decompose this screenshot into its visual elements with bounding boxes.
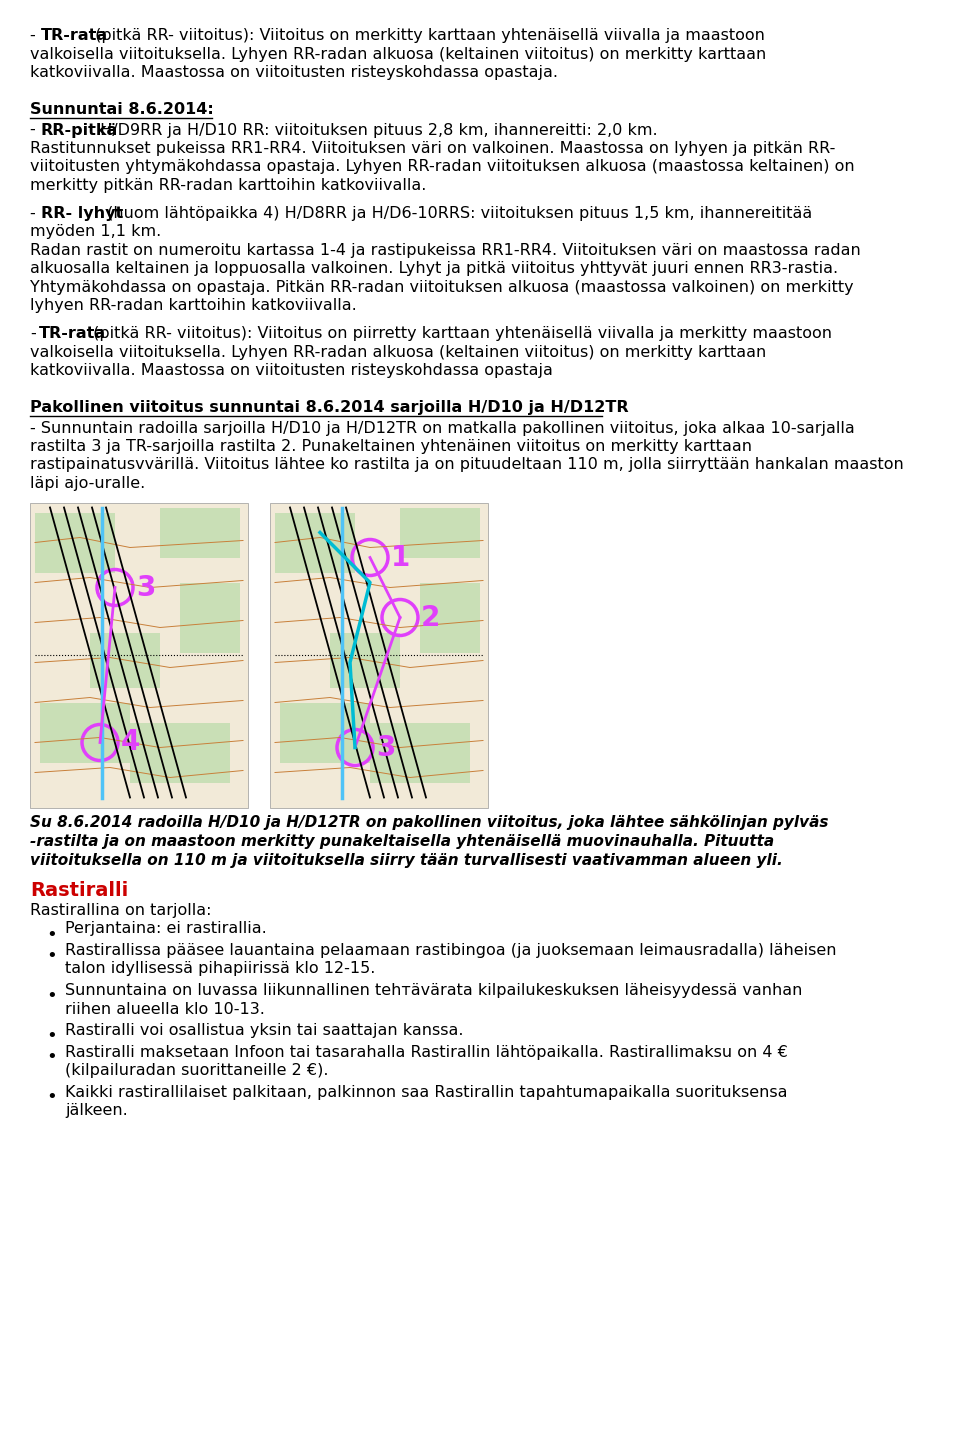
Text: riihen alueella klo 10-13.: riihen alueella klo 10-13. <box>65 1001 265 1017</box>
Bar <box>280 703 370 762</box>
Text: katkoviivalla. Maastossa on viitoitusten risteyskohdassa opastaja: katkoviivalla. Maastossa on viitoitusten… <box>30 362 553 378</box>
Text: myöden 1,1 km.: myöden 1,1 km. <box>30 224 161 239</box>
Text: 2: 2 <box>421 604 441 631</box>
Text: - Sunnuntain radoilla sarjoilla H/D10 ja H/D12TR on matkalla pakollinen viitoitu: - Sunnuntain radoilla sarjoilla H/D10 ja… <box>30 420 854 435</box>
Text: -rastilta ja on maastoon merkitty punakeltaisella yhtenäisellä muovinauhalla. Pi: -rastilta ja on maastoon merkitty punake… <box>30 834 774 850</box>
Text: Radan rastit on numeroitu kartassa 1-4 ja rastipukeissa RR1-RR4. Viitoituksen vä: Radan rastit on numeroitu kartassa 1-4 j… <box>30 243 861 258</box>
Text: Su 8.6.2014 radoilla H/D10 ja H/D12TR on pakollinen viitoitus, joka lähtee sähkö: Su 8.6.2014 radoilla H/D10 ja H/D12TR on… <box>30 815 828 831</box>
Bar <box>270 502 488 808</box>
Text: -: - <box>30 326 36 340</box>
Bar <box>275 512 355 572</box>
Text: (pitkä RR- viitoitus): Viitoitus on merkitty karttaan yhtenäisellä viivalla ja m: (pitkä RR- viitoitus): Viitoitus on merk… <box>90 28 765 44</box>
Text: Rastiralli maksetaan Infoon tai tasarahalla Rastirallin lähtöpaikalla. Rastirall: Rastiralli maksetaan Infoon tai tasaraha… <box>65 1045 788 1059</box>
Text: läpi ajo-uralle.: läpi ajo-uralle. <box>30 476 145 490</box>
Text: 3: 3 <box>136 573 156 601</box>
Text: Yhtymäkohdassa on opastaja. Pitkän RR-radan viitoituksen alkuosa (maastossa valk: Yhtymäkohdassa on opastaja. Pitkän RR-ra… <box>30 279 853 295</box>
Text: Rastiralli: Rastiralli <box>30 880 129 901</box>
Text: -: - <box>30 28 41 44</box>
Bar <box>30 502 248 808</box>
Text: merkitty pitkän RR-radan karttoihin katkoviivalla.: merkitty pitkän RR-radan karttoihin katk… <box>30 178 426 194</box>
Text: talon idyllisessä pihapiirissä klo 12-15.: talon idyllisessä pihapiirissä klo 12-15… <box>65 962 375 976</box>
Text: viitoituksella on 110 m ja viitoituksella siirry tään turvallisesti vaativamman : viitoituksella on 110 m ja viitoituksell… <box>30 853 782 867</box>
Text: Rastirallissa pääsee lauantaina pelaamaan rastibingoa (ja juoksemaan leimausrada: Rastirallissa pääsee lauantaina pelaamaa… <box>65 943 836 957</box>
Text: viitoitusten yhtymäkohdassa opastaja. Lyhyen RR-radan viitoituksen alkuosa (maas: viitoitusten yhtymäkohdassa opastaja. Ly… <box>30 160 854 175</box>
Text: Perjantaina: ei rastirallia.: Perjantaina: ei rastirallia. <box>65 921 267 937</box>
Text: •: • <box>47 1027 58 1045</box>
Bar <box>90 633 160 688</box>
Text: Kaikki rastirallilaiset palkitaan, palkinnon saa Rastirallin tapahtumapaikalla s: Kaikki rastirallilaiset palkitaan, palki… <box>65 1084 787 1100</box>
Text: katkoviivalla. Maastossa on viitoitusten risteyskohdassa opastaja.: katkoviivalla. Maastossa on viitoitusten… <box>30 65 558 80</box>
Text: 1: 1 <box>391 544 410 572</box>
Text: Sunnuntaina on luvassa liikunnallinen tehтävärata kilpailukeskuksen läheisyydess: Sunnuntaina on luvassa liikunnallinen te… <box>65 984 803 998</box>
Text: Rastiralli voi osallistua yksin tai saattajan kanssa.: Rastiralli voi osallistua yksin tai saat… <box>65 1023 464 1037</box>
Text: H/D9RR ja H/D10 RR: viitoituksen pituus 2,8 km, ihannereitti: 2,0 km.: H/D9RR ja H/D10 RR: viitoituksen pituus … <box>95 122 658 138</box>
Bar <box>370 723 470 783</box>
Bar <box>130 723 230 783</box>
Text: -: - <box>30 122 41 138</box>
Text: (pitkä RR- viitoitus): Viitoitus on piirretty karttaan yhtenäisellä viivalla ja : (pitkä RR- viitoitus): Viitoitus on piir… <box>88 326 832 340</box>
Bar <box>420 582 480 652</box>
Text: •: • <box>47 1049 58 1067</box>
Text: valkoisella viitoituksella. Lyhyen RR-radan alkuosa (keltainen viitoitus) on mer: valkoisella viitoituksella. Lyhyen RR-ra… <box>30 345 766 359</box>
Bar <box>160 508 240 557</box>
Text: RR-pitkä: RR-pitkä <box>41 122 118 138</box>
Text: Rastirallina on tarjolla:: Rastirallina on tarjolla: <box>30 904 211 918</box>
Bar <box>35 512 115 572</box>
Text: Sunnuntai 8.6.2014:: Sunnuntai 8.6.2014: <box>30 102 214 116</box>
Text: -: - <box>30 205 41 221</box>
Text: 3: 3 <box>376 733 396 761</box>
Text: rastilta 3 ja TR-sarjoilla rastilta 2. Punakeltainen yhtenäinen viitoitus on mer: rastilta 3 ja TR-sarjoilla rastilta 2. P… <box>30 439 752 454</box>
Text: •: • <box>47 986 58 1005</box>
Bar <box>400 508 480 557</box>
Text: •: • <box>47 1088 58 1106</box>
Text: •: • <box>47 925 58 943</box>
Text: lyhyen RR-radan karttoihin katkoviivalla.: lyhyen RR-radan karttoihin katkoviivalla… <box>30 298 357 313</box>
Text: rastipainatusvvärillä. Viitoitus lähtee ko rastilta ja on pituudeltaan 110 m, jo: rastipainatusvvärillä. Viitoitus lähtee … <box>30 457 903 473</box>
Text: •: • <box>47 947 58 965</box>
Text: Pakollinen viitoitus sunnuntai 8.6.2014 sarjoilla H/D10 ja H/D12TR: Pakollinen viitoitus sunnuntai 8.6.2014 … <box>30 400 629 415</box>
Text: Rastitunnukset pukeissa RR1-RR4. Viitoituksen väri on valkoinen. Maastossa on ly: Rastitunnukset pukeissa RR1-RR4. Viitoit… <box>30 141 835 156</box>
Bar <box>330 633 400 688</box>
Text: (huom lähtöpaikka 4) H/D8RR ja H/D6-10RRS: viitoituksen pituus 1,5 km, ihannerei: (huom lähtöpaikka 4) H/D8RR ja H/D6-10RR… <box>102 205 812 221</box>
Text: TR-rata: TR-rata <box>39 326 107 340</box>
Text: TR-rata: TR-rata <box>41 28 108 44</box>
Text: jälkeen.: jälkeen. <box>65 1103 128 1117</box>
Text: (kilpailuradan suorittaneille 2 €).: (kilpailuradan suorittaneille 2 €). <box>65 1064 328 1078</box>
Bar <box>180 582 240 652</box>
Bar <box>40 703 130 762</box>
Text: RR- lyhyt: RR- lyhyt <box>41 205 123 221</box>
Text: 4: 4 <box>121 729 140 757</box>
Text: alkuosalla keltainen ja loppuosalla valkoinen. Lyhyt ja pitkä viitoitus yhttyvät: alkuosalla keltainen ja loppuosalla valk… <box>30 262 838 276</box>
Text: valkoisella viitoituksella. Lyhyen RR-radan alkuosa (keltainen viitoitus) on mer: valkoisella viitoituksella. Lyhyen RR-ra… <box>30 47 766 61</box>
